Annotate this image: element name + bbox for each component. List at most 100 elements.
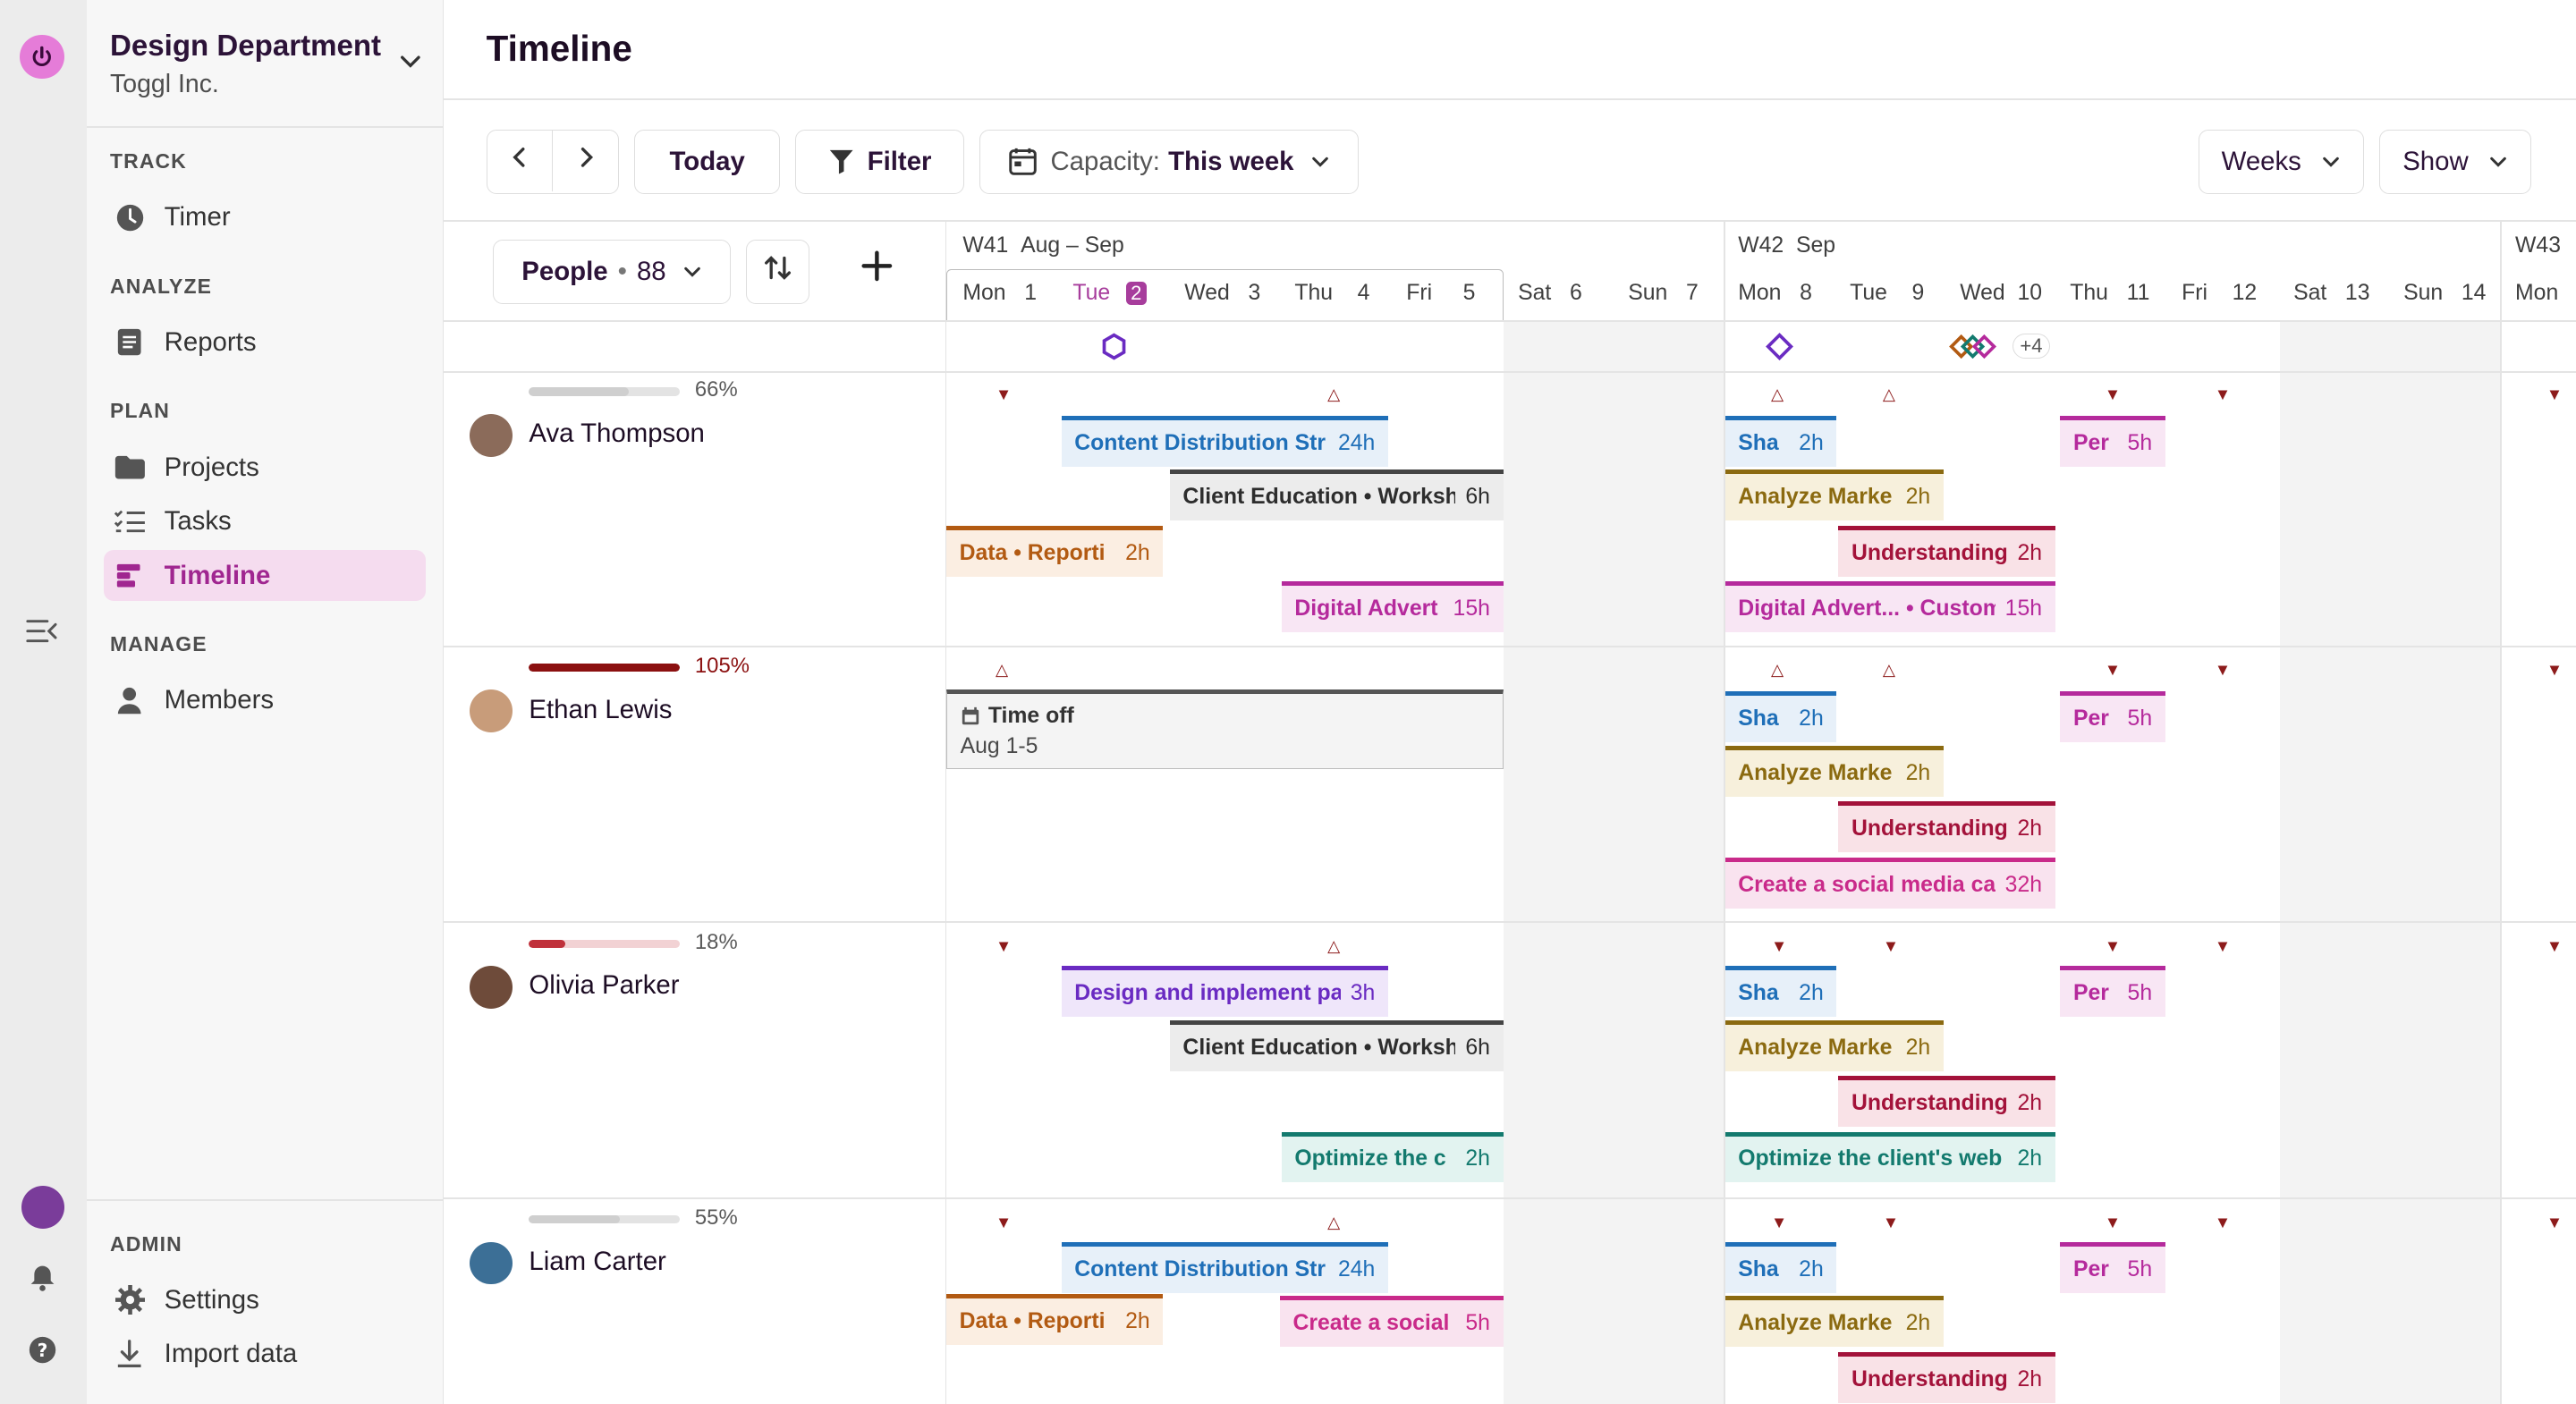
filter-icon bbox=[828, 148, 854, 174]
task-bar[interactable]: Sha 2h bbox=[1724, 1241, 1837, 1293]
deadline-marker-icon[interactable]: ▼ bbox=[2546, 660, 2563, 680]
filter-button[interactable]: Filter bbox=[794, 130, 965, 194]
collapse-sidebar-icon[interactable] bbox=[26, 618, 59, 651]
sidebar-item-projects[interactable]: Projects bbox=[104, 442, 426, 493]
sidebar-item-import[interactable]: Import data bbox=[104, 1329, 426, 1380]
section-title-admin: ADMIN bbox=[110, 1231, 182, 1256]
task-bar[interactable]: Per 5h bbox=[2060, 1241, 2165, 1293]
task-bar[interactable]: Content Distribution Str 24h bbox=[1061, 415, 1389, 467]
task-bar[interactable]: Sha 2h bbox=[1724, 691, 1837, 743]
add-person-button[interactable] bbox=[860, 250, 894, 290]
deadline-marker-icon[interactable]: △ bbox=[1770, 384, 1784, 403]
task-bar[interactable]: Data • Reporti 2h bbox=[945, 525, 1164, 577]
task-bar[interactable]: Digital Advert... • Custom 15h bbox=[1724, 581, 2055, 633]
task-bar[interactable]: Per 5h bbox=[2060, 966, 2165, 1017]
deadline-marker-icon[interactable]: △ bbox=[1770, 660, 1784, 680]
task-bar[interactable]: Client Education • Worksh 6h bbox=[1169, 469, 1504, 521]
deadline-marker-icon[interactable]: ▼ bbox=[2104, 660, 2122, 680]
more-milestones-badge[interactable]: +4 bbox=[2012, 333, 2050, 359]
member-row[interactable]: 55% Liam Carter bbox=[470, 1202, 897, 1300]
deadline-marker-icon[interactable]: △ bbox=[1327, 384, 1341, 403]
sidebar-item-tasks[interactable]: Tasks bbox=[104, 496, 426, 547]
capacity-dropdown[interactable]: Capacity: This week bbox=[979, 130, 1359, 194]
today-button[interactable]: Today bbox=[633, 130, 781, 194]
deadline-marker-icon[interactable]: △ bbox=[1882, 660, 1895, 680]
sidebar-item-timeline[interactable]: Timeline bbox=[103, 550, 426, 602]
task-bar[interactable]: Sha 2h bbox=[1724, 415, 1837, 467]
task-bar[interactable]: Create a social 5h bbox=[1279, 1296, 1504, 1348]
deadline-marker-icon[interactable]: ▼ bbox=[1770, 935, 1788, 955]
deadline-marker-icon[interactable]: ▼ bbox=[2104, 935, 2122, 955]
task-bar[interactable]: Design and implement pa 3h bbox=[1061, 966, 1389, 1017]
deadline-marker-icon[interactable]: ▼ bbox=[2214, 1212, 2232, 1231]
member-row[interactable]: 18% Olivia Parker bbox=[470, 926, 897, 1025]
deadline-marker-icon[interactable]: △ bbox=[1882, 384, 1895, 403]
milestone-group-icon[interactable] bbox=[1948, 332, 2007, 368]
task-bar[interactable]: Per 5h bbox=[2060, 691, 2165, 743]
section-title-track: TRACK bbox=[110, 149, 187, 173]
deadline-marker-icon[interactable]: △ bbox=[1327, 935, 1341, 955]
sidebar-item-members[interactable]: Members bbox=[104, 675, 426, 726]
week-separator bbox=[1723, 221, 1725, 1404]
deadline-marker-icon[interactable]: ▼ bbox=[996, 1212, 1013, 1231]
section-title-manage: MANAGE bbox=[110, 632, 208, 656]
workspace-switcher[interactable]: Design Department Toggl Inc. bbox=[110, 30, 422, 99]
task-bar[interactable]: Optimize the client's web 2h bbox=[1724, 1131, 2055, 1183]
task-bar[interactable]: Sha 2h bbox=[1724, 966, 1837, 1017]
task-bar[interactable]: Analyze Marke 2h bbox=[1724, 1019, 1944, 1071]
task-bar[interactable]: Analyze Marke 2h bbox=[1724, 1296, 1944, 1348]
deadline-marker-icon[interactable]: △ bbox=[1327, 1212, 1341, 1231]
deadline-marker-icon[interactable]: ▼ bbox=[1770, 1212, 1788, 1231]
member-row[interactable]: 66% Ava Thompson bbox=[470, 375, 897, 473]
task-bar[interactable]: Digital Advert 15h bbox=[1281, 581, 1504, 633]
deadline-marker-icon[interactable]: ▼ bbox=[2546, 1212, 2563, 1231]
task-bar[interactable]: Understanding 2h bbox=[1838, 801, 2055, 853]
sidebar-item-reports[interactable]: Reports bbox=[104, 317, 426, 368]
sidebar-item-label: Timeline bbox=[164, 560, 271, 590]
deadline-marker-icon[interactable]: ▼ bbox=[996, 384, 1013, 403]
task-bar[interactable]: Per 5h bbox=[2060, 415, 2165, 467]
sidebar-item-settings[interactable]: Settings bbox=[104, 1274, 426, 1325]
task-bar[interactable]: Understanding 2h bbox=[1838, 1351, 2055, 1403]
next-button[interactable] bbox=[553, 131, 618, 191]
bell-icon[interactable] bbox=[28, 1263, 57, 1299]
deadline-marker-icon[interactable]: ▼ bbox=[996, 935, 1013, 955]
task-bar[interactable]: Analyze Marke 2h bbox=[1724, 745, 1944, 797]
power-icon[interactable] bbox=[20, 34, 64, 80]
task-bar[interactable]: Content Distribution Str 24h bbox=[1061, 1241, 1389, 1293]
deadline-marker-icon[interactable]: ▼ bbox=[2214, 384, 2232, 403]
deadline-marker-icon[interactable]: ▼ bbox=[2214, 660, 2232, 680]
hexagon-milestone-icon[interactable] bbox=[1099, 332, 1129, 368]
task-bar[interactable]: Client Education • Worksh 6h bbox=[1169, 1019, 1504, 1071]
help-icon[interactable]: ? bbox=[28, 1335, 57, 1372]
day-header: Fri 12 bbox=[2182, 281, 2258, 306]
people-dropdown[interactable]: People • 88 bbox=[493, 240, 732, 304]
time-off-block[interactable]: Time off Aug 1-5 bbox=[945, 689, 1504, 769]
task-bar[interactable]: Optimize the c 2h bbox=[1281, 1131, 1504, 1183]
deadline-marker-icon[interactable]: ▼ bbox=[2104, 1212, 2122, 1231]
sidebar-item-timer[interactable]: Timer bbox=[104, 192, 426, 243]
deadline-marker-icon[interactable]: ▼ bbox=[2546, 935, 2563, 955]
task-bar[interactable]: Data • Reporti 2h bbox=[945, 1294, 1164, 1346]
deadline-marker-icon[interactable]: ▼ bbox=[1882, 1212, 1900, 1231]
people-count: 88 bbox=[636, 256, 666, 286]
diamond-milestone-icon[interactable] bbox=[1765, 332, 1794, 368]
show-dropdown[interactable]: Show bbox=[2378, 130, 2532, 194]
task-bar[interactable]: Understanding 2h bbox=[1838, 1076, 2055, 1127]
task-bar[interactable]: Understanding 2h bbox=[1838, 525, 2055, 577]
deadline-marker-icon[interactable]: ▼ bbox=[2104, 384, 2122, 403]
organization-name: Toggl Inc. bbox=[110, 70, 219, 99]
deadline-marker-icon[interactable]: ▼ bbox=[2546, 384, 2563, 403]
sort-button[interactable] bbox=[745, 240, 810, 304]
deadline-marker-icon[interactable]: ▼ bbox=[1882, 935, 1900, 955]
deadline-marker-icon[interactable]: △ bbox=[996, 660, 1009, 680]
member-row[interactable]: 105% Ethan Lewis bbox=[470, 650, 897, 749]
weeks-dropdown[interactable]: Weeks bbox=[2198, 130, 2365, 194]
deadline-marker-icon[interactable]: ▼ bbox=[2214, 935, 2232, 955]
user-avatar[interactable] bbox=[21, 1186, 64, 1229]
divider bbox=[443, 1197, 2576, 1199]
previous-button[interactable] bbox=[487, 131, 554, 192]
task-bar[interactable]: Create a social media ca 32h bbox=[1724, 857, 2055, 909]
task-bar[interactable]: Analyze Marke 2h bbox=[1724, 469, 1944, 521]
app-rail: ? bbox=[0, 0, 88, 1404]
